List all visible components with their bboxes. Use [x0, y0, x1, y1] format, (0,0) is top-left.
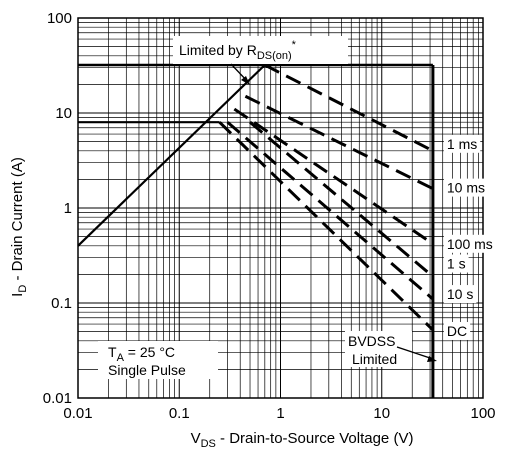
x-tick-1: 1	[276, 405, 284, 422]
svg-text:Limited by RDS(on)*: Limited by RDS(on)*	[179, 39, 297, 62]
series-10-ms	[244, 94, 434, 190]
rdson-limit-line	[77, 64, 266, 247]
y-tick-labels: 100 10 1 0.1 0.01	[43, 10, 72, 407]
annotation-conditions: TA = 25 °C Single Pulse	[98, 341, 218, 379]
x-tick-0.01: 0.01	[63, 405, 92, 422]
y-tick-100: 100	[47, 10, 72, 27]
x-tick-0.1: 0.1	[169, 405, 190, 422]
label-dc: DC	[447, 323, 467, 339]
svg-text:Limited: Limited	[352, 351, 397, 367]
label-bg	[443, 321, 471, 340]
y-tick-0.1: 0.1	[51, 295, 72, 312]
series-100-ms	[233, 107, 434, 246]
svg-text:Single Pulse: Single Pulse	[108, 362, 186, 378]
x-tick-labels: 0.01 0.1 1 10 100	[63, 405, 495, 422]
label-100ms: 100 ms	[447, 236, 493, 252]
svg-text:BVDSS: BVDSS	[348, 333, 395, 349]
series-1-ms	[264, 63, 434, 153]
label-bg	[443, 285, 477, 304]
label-bg	[443, 178, 489, 197]
y-axis-label: ID - Drain Current (A)	[9, 157, 29, 297]
curves	[77, 63, 435, 398]
annotation-bvdss: BVDSS Limited	[345, 331, 437, 367]
x-tick-100: 100	[470, 405, 495, 422]
x-axis-label: VDS - Drain-to-Source Voltage (V)	[191, 430, 414, 449]
series-DC	[218, 121, 434, 332]
plot-frame	[77, 17, 484, 399]
label-bg	[443, 134, 481, 153]
label-1s: 1 s	[447, 256, 466, 272]
y-tick-0.01: 0.01	[43, 390, 72, 407]
svg-text:TA = 25 °C: TA = 25 °C	[108, 344, 175, 364]
label-10s: 10 s	[447, 286, 473, 302]
label-10ms: 10 ms	[447, 180, 485, 196]
x-tick-10: 10	[373, 405, 390, 422]
annotation-rdson: Limited by RDS(on)*	[173, 36, 348, 85]
label-1ms: 1 ms	[447, 136, 477, 152]
series-1-s	[249, 121, 434, 278]
y-tick-10: 10	[55, 105, 72, 122]
label-bg	[443, 234, 496, 253]
label-bg	[443, 254, 469, 273]
y-tick-1: 1	[64, 200, 72, 217]
series-10-s	[226, 121, 434, 301]
curve-labels: 1 ms 10 ms 100 ms 1 s 10 s DC	[443, 134, 496, 340]
